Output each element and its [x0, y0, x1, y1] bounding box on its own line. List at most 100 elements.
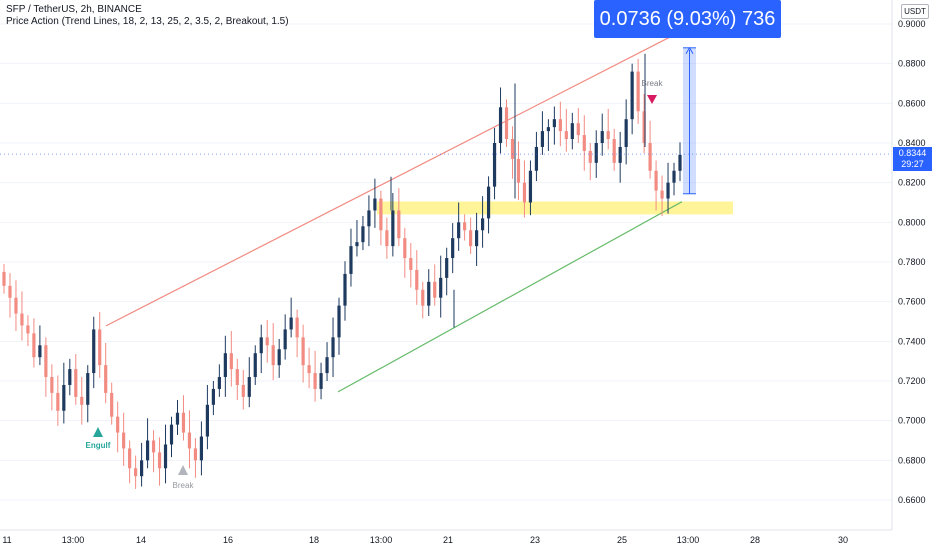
candle-body: [457, 222, 461, 239]
candle-body: [540, 131, 545, 147]
indicator-title[interactable]: Price Action (Trend Lines, 18, 2, 13, 25…: [6, 16, 289, 27]
candle-body: [169, 424, 174, 445]
candle-body: [283, 329, 287, 350]
candle-body: [157, 452, 162, 469]
candlestick-series: [0, 53, 892, 489]
price-tick-label: 0.7400: [898, 336, 926, 346]
candle-body: [427, 281, 431, 306]
candle-body: [451, 238, 455, 259]
candle-body: [672, 170, 676, 183]
price-tick-label: 0.7000: [898, 416, 926, 426]
candle-body: [522, 182, 527, 203]
candle-body: [217, 377, 221, 389]
price-axis: 0.9000 0.8800 0.8600 0.8400 0.8200 0.8000 0.78…: [898, 19, 926, 505]
candle-body: [618, 146, 622, 163]
candle-body: [409, 258, 413, 270]
price-tick-label: 0.8400: [898, 138, 926, 148]
candle-body: [367, 210, 371, 227]
candle-body: [295, 317, 299, 338]
candle-body: [20, 313, 24, 326]
candle-body: [361, 226, 365, 243]
candle-body: [492, 143, 497, 187]
price-tick-label: 0.8000: [898, 217, 926, 227]
candle-body: [534, 146, 539, 171]
candle-body: [319, 373, 323, 389]
candle-body: [475, 230, 479, 247]
break-low-label: Break: [173, 481, 195, 490]
candle-body: [337, 305, 341, 338]
time-tick-label: 30: [838, 535, 848, 545]
candle-body: [648, 143, 652, 171]
candle-body: [44, 345, 48, 378]
time-tick-label: 13:00: [677, 535, 700, 545]
time-tick-label: 23: [530, 535, 540, 545]
candle-body: [74, 369, 78, 397]
candle-body: [606, 131, 610, 140]
candle-body: [498, 107, 503, 143]
price-tick-label: 0.6800: [898, 455, 926, 465]
candle-body: [56, 392, 60, 411]
candle-body: [439, 277, 443, 298]
candle-body: [666, 182, 670, 199]
candle-body: [253, 353, 257, 378]
candle-body: [92, 329, 96, 374]
candle-body: [558, 119, 562, 132]
candle-body: [445, 258, 449, 278]
candle-body: [397, 210, 401, 239]
candle-body: [379, 198, 383, 231]
candle-body: [349, 246, 353, 274]
symbol-title[interactable]: SFP / TetherUS, 2h, BINANCE: [6, 4, 142, 15]
candle-body: [325, 357, 329, 374]
candle-body: [14, 297, 18, 314]
engulf-label: Engulf: [86, 441, 111, 450]
candle-body: [654, 170, 658, 191]
candle-body: [98, 329, 102, 366]
time-tick-label: 16: [223, 535, 233, 545]
candle-body: [642, 111, 646, 143]
candle-body: [612, 139, 616, 163]
candle-body: [68, 369, 72, 385]
price-tick-label: 0.9000: [898, 19, 926, 29]
candle-body: [193, 448, 198, 461]
candle-body: [480, 218, 485, 231]
candle-body: [588, 150, 592, 163]
candle-body: [678, 154, 682, 171]
candle-body: [486, 186, 491, 219]
candle-body: [415, 269, 419, 290]
chart-annotations: Engulf Break Break: [86, 79, 664, 490]
time-axis: 11 13:00 14 16 18 13:00 21 23 25 13:00 28 30: [2, 535, 848, 545]
candle-body: [504, 107, 509, 140]
candle-body: [600, 131, 604, 143]
candle-body: [32, 333, 36, 358]
candle-body: [38, 345, 42, 358]
candle-body: [199, 436, 204, 461]
candle-body: [139, 460, 144, 477]
candle-body: [86, 373, 90, 405]
candle-body: [582, 135, 586, 151]
candle-body: [205, 404, 209, 437]
candle-body: [630, 71, 634, 120]
candle-body: [247, 377, 251, 397]
price-tick-label: 0.7200: [898, 376, 926, 386]
bar-countdown: 29:27: [901, 159, 924, 169]
candle-body: [433, 281, 437, 298]
candle-body: [223, 353, 227, 378]
candle-body: [134, 468, 138, 477]
candle-body: [463, 222, 467, 231]
candle-body: [421, 289, 425, 306]
candle-body: [235, 369, 239, 385]
candle-body: [128, 448, 132, 469]
candle-body: [594, 143, 598, 163]
candle-body: [265, 337, 269, 346]
candle-body: [211, 388, 215, 405]
time-tick-label: 13:00: [370, 535, 393, 545]
time-tick-label: 14: [136, 535, 146, 545]
support-zone-rect: [377, 201, 733, 215]
candle-body: [229, 353, 233, 370]
candle-body: [271, 345, 275, 366]
currency-badge[interactable]: USDT: [901, 4, 929, 19]
candle-body: [564, 131, 568, 140]
candle-body: [624, 119, 628, 147]
